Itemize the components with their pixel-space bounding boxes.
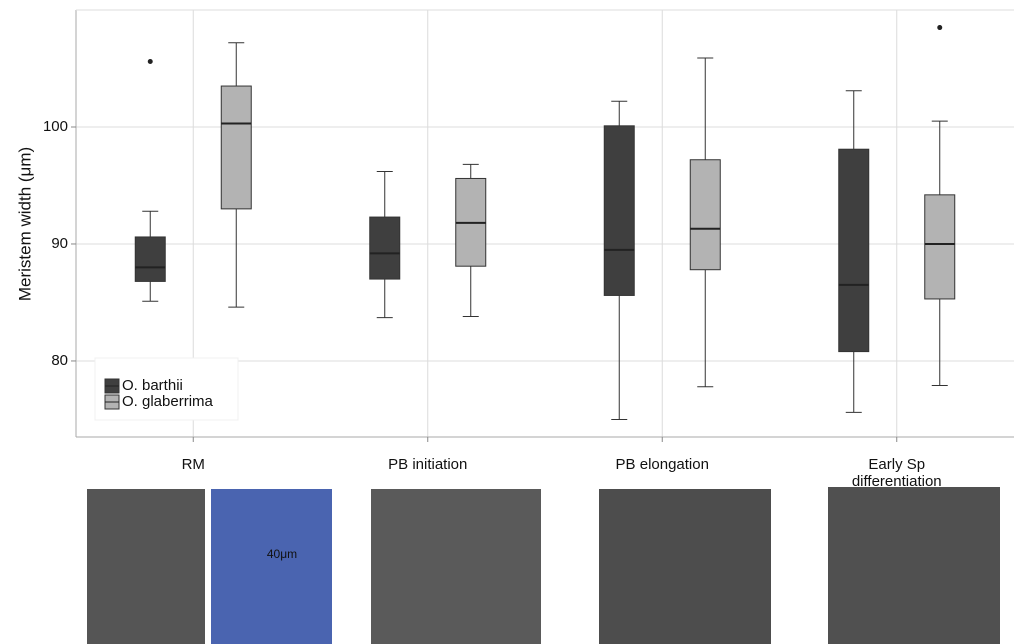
micrograph xyxy=(87,489,205,644)
box xyxy=(220,85,252,210)
box xyxy=(689,159,721,271)
annotation: 40μm xyxy=(267,547,297,561)
x-tick-label: PB elongation xyxy=(615,456,709,473)
y-tick-label: 90 xyxy=(51,235,68,252)
micrograph xyxy=(371,489,541,644)
micrograph xyxy=(599,489,771,644)
y-axis-label: Meristem width (μm) xyxy=(15,147,34,301)
outlier xyxy=(937,25,943,31)
legend-label: O. glaberrima xyxy=(122,393,214,410)
y-tick-label: 80 xyxy=(51,352,68,369)
micrograph xyxy=(828,487,1000,644)
box xyxy=(134,236,166,282)
legend-label: O. barthii xyxy=(122,377,183,394)
box xyxy=(924,194,956,300)
box xyxy=(603,125,635,296)
box xyxy=(838,148,870,353)
micrograph xyxy=(211,489,332,644)
x-tick-label: RM xyxy=(181,456,205,473)
box xyxy=(369,216,401,280)
outlier xyxy=(147,58,153,64)
x-tick-label: Early Sp differentiation xyxy=(851,456,942,490)
x-tick-label: PB initiation xyxy=(388,456,468,473)
y-tick-label: 100 xyxy=(43,118,68,135)
